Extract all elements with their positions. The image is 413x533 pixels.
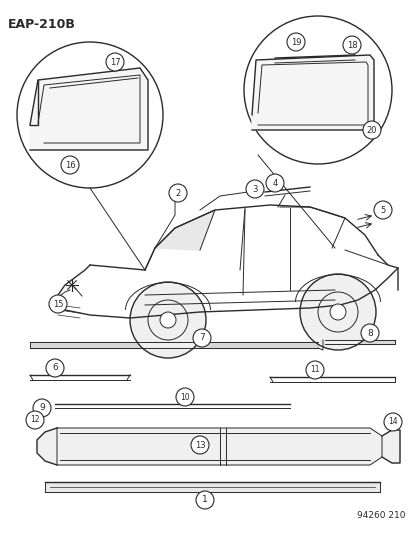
Circle shape: [305, 361, 323, 379]
Circle shape: [342, 36, 360, 54]
Polygon shape: [37, 428, 57, 465]
Circle shape: [26, 411, 44, 429]
Circle shape: [106, 53, 124, 71]
Polygon shape: [381, 430, 399, 463]
Text: 16: 16: [64, 160, 75, 169]
Polygon shape: [57, 428, 381, 465]
Circle shape: [266, 174, 283, 192]
Text: 20: 20: [366, 125, 376, 134]
Text: 11: 11: [309, 366, 319, 375]
Text: 10: 10: [180, 392, 189, 401]
Circle shape: [299, 274, 375, 350]
Text: 4: 4: [272, 179, 277, 188]
Text: 94260 210: 94260 210: [357, 511, 405, 520]
Circle shape: [130, 282, 206, 358]
Circle shape: [192, 329, 211, 347]
Circle shape: [383, 413, 401, 431]
Circle shape: [243, 16, 391, 164]
Polygon shape: [154, 210, 214, 250]
Text: 14: 14: [387, 417, 397, 426]
Circle shape: [33, 399, 51, 417]
Text: 19: 19: [290, 37, 301, 46]
Text: 7: 7: [199, 334, 204, 343]
Circle shape: [360, 324, 378, 342]
Circle shape: [373, 201, 391, 219]
Circle shape: [195, 491, 214, 509]
Text: EAP-210B: EAP-210B: [8, 18, 76, 31]
Circle shape: [169, 184, 187, 202]
Text: 3: 3: [252, 184, 257, 193]
Circle shape: [190, 436, 209, 454]
Text: 5: 5: [380, 206, 385, 214]
Text: 15: 15: [52, 300, 63, 309]
Circle shape: [362, 121, 380, 139]
Polygon shape: [30, 68, 147, 150]
Circle shape: [46, 359, 64, 377]
Circle shape: [286, 33, 304, 51]
Text: 9: 9: [39, 403, 45, 413]
Text: 13: 13: [194, 440, 205, 449]
Circle shape: [61, 156, 79, 174]
Circle shape: [329, 304, 345, 320]
Text: 6: 6: [52, 364, 58, 373]
Circle shape: [17, 42, 163, 188]
Circle shape: [176, 388, 194, 406]
Polygon shape: [252, 55, 373, 130]
Circle shape: [245, 180, 263, 198]
Text: 2: 2: [175, 189, 180, 198]
Text: 18: 18: [346, 41, 356, 50]
Circle shape: [159, 312, 176, 328]
Text: 17: 17: [109, 58, 120, 67]
Text: 12: 12: [30, 416, 40, 424]
Text: 8: 8: [366, 328, 372, 337]
Text: 1: 1: [202, 496, 207, 505]
Circle shape: [49, 295, 67, 313]
